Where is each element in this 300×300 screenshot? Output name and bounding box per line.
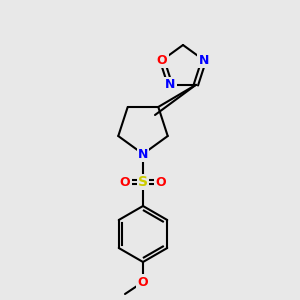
Text: O: O bbox=[156, 176, 166, 188]
Text: O: O bbox=[157, 54, 167, 67]
Text: N: N bbox=[138, 148, 148, 160]
Text: O: O bbox=[138, 275, 148, 289]
Text: S: S bbox=[138, 175, 148, 189]
Text: O: O bbox=[120, 176, 130, 188]
Text: N: N bbox=[165, 78, 175, 91]
Text: N: N bbox=[199, 54, 209, 67]
